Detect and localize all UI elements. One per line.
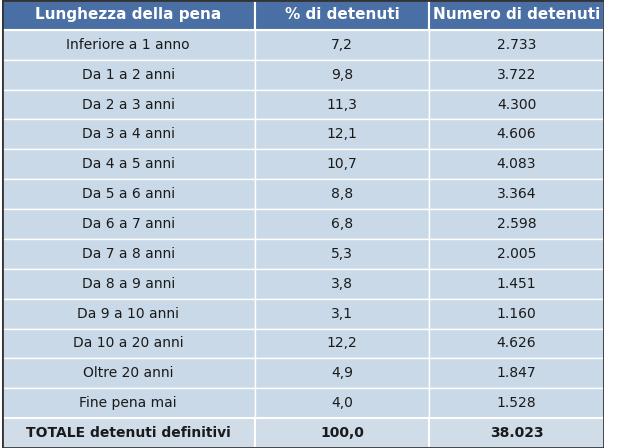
Text: 12,1: 12,1	[326, 127, 357, 142]
Text: Fine pena mai: Fine pena mai	[79, 396, 177, 410]
Bar	[430, 149, 604, 179]
Text: Da 7 a 8 anni: Da 7 a 8 anni	[82, 247, 175, 261]
Text: 2.005: 2.005	[497, 247, 536, 261]
Bar	[255, 90, 430, 120]
Text: 3.722: 3.722	[497, 68, 536, 82]
Bar	[2, 269, 255, 299]
Bar	[255, 299, 430, 328]
Text: Lunghezza della pena: Lunghezza della pena	[35, 8, 221, 22]
Bar	[430, 90, 604, 120]
Text: 6,8: 6,8	[331, 217, 353, 231]
Text: 10,7: 10,7	[326, 157, 357, 171]
Bar	[2, 149, 255, 179]
Text: 8,8: 8,8	[331, 187, 353, 201]
Text: 5,3: 5,3	[331, 247, 353, 261]
Bar	[430, 328, 604, 358]
Bar	[2, 120, 255, 149]
Bar	[255, 209, 430, 239]
Text: 7,2: 7,2	[331, 38, 353, 52]
Bar	[2, 209, 255, 239]
Bar	[2, 388, 255, 418]
Bar	[430, 269, 604, 299]
Bar	[430, 388, 604, 418]
Text: Da 9 a 10 anni: Da 9 a 10 anni	[77, 306, 179, 321]
Text: Numero di detenuti: Numero di detenuti	[433, 8, 600, 22]
Bar	[430, 358, 604, 388]
Text: 1.451: 1.451	[497, 277, 536, 291]
Text: 3.364: 3.364	[497, 187, 536, 201]
Bar	[430, 299, 604, 328]
Bar	[255, 358, 430, 388]
Bar	[255, 418, 430, 448]
Bar	[2, 0, 255, 30]
Bar	[255, 149, 430, 179]
Bar	[430, 30, 604, 60]
Text: Oltre 20 anni: Oltre 20 anni	[83, 366, 174, 380]
Bar	[2, 418, 255, 448]
Text: Da 8 a 9 anni: Da 8 a 9 anni	[82, 277, 175, 291]
Text: Da 6 a 7 anni: Da 6 a 7 anni	[82, 217, 175, 231]
Text: 4.300: 4.300	[497, 98, 536, 112]
Text: 9,8: 9,8	[331, 68, 353, 82]
Text: 1.160: 1.160	[497, 306, 536, 321]
Bar	[255, 30, 430, 60]
Text: 12,2: 12,2	[326, 336, 357, 350]
Text: 1.847: 1.847	[497, 366, 536, 380]
Bar	[255, 269, 430, 299]
Text: 4.606: 4.606	[497, 127, 536, 142]
Bar	[430, 418, 604, 448]
Text: Da 5 a 6 anni: Da 5 a 6 anni	[82, 187, 175, 201]
Text: % di detenuti: % di detenuti	[284, 8, 399, 22]
Bar	[2, 179, 255, 209]
Text: 4,9: 4,9	[331, 366, 353, 380]
Text: 2.733: 2.733	[497, 38, 536, 52]
Bar	[430, 120, 604, 149]
Bar	[2, 239, 255, 269]
Bar	[255, 120, 430, 149]
Bar	[255, 60, 430, 90]
Bar	[2, 30, 255, 60]
Bar	[430, 0, 604, 30]
Text: TOTALE detenuti definitivi: TOTALE detenuti definitivi	[26, 426, 231, 440]
Bar	[2, 358, 255, 388]
Text: Da 4 a 5 anni: Da 4 a 5 anni	[82, 157, 175, 171]
Bar	[2, 299, 255, 328]
Text: 2.598: 2.598	[497, 217, 536, 231]
Bar	[255, 179, 430, 209]
Bar	[255, 388, 430, 418]
Bar	[255, 0, 430, 30]
Text: 4.626: 4.626	[497, 336, 536, 350]
Text: Da 1 a 2 anni: Da 1 a 2 anni	[82, 68, 175, 82]
Text: Inferiore a 1 anno: Inferiore a 1 anno	[66, 38, 190, 52]
Bar	[2, 60, 255, 90]
Text: 11,3: 11,3	[326, 98, 357, 112]
Text: 1.528: 1.528	[497, 396, 536, 410]
Bar	[430, 209, 604, 239]
Bar	[255, 239, 430, 269]
Text: 3,1: 3,1	[331, 306, 353, 321]
Bar	[255, 328, 430, 358]
Text: 38.023: 38.023	[489, 426, 543, 440]
Bar	[430, 239, 604, 269]
Bar	[430, 60, 604, 90]
Bar	[2, 328, 255, 358]
Text: 4,0: 4,0	[331, 396, 353, 410]
Text: 3,8: 3,8	[331, 277, 353, 291]
Text: Da 3 a 4 anni: Da 3 a 4 anni	[82, 127, 175, 142]
Text: Da 2 a 3 anni: Da 2 a 3 anni	[82, 98, 175, 112]
Bar	[2, 90, 255, 120]
Text: 100,0: 100,0	[320, 426, 364, 440]
Text: 4.083: 4.083	[497, 157, 536, 171]
Text: Da 10 a 20 anni: Da 10 a 20 anni	[73, 336, 184, 350]
Bar	[430, 179, 604, 209]
